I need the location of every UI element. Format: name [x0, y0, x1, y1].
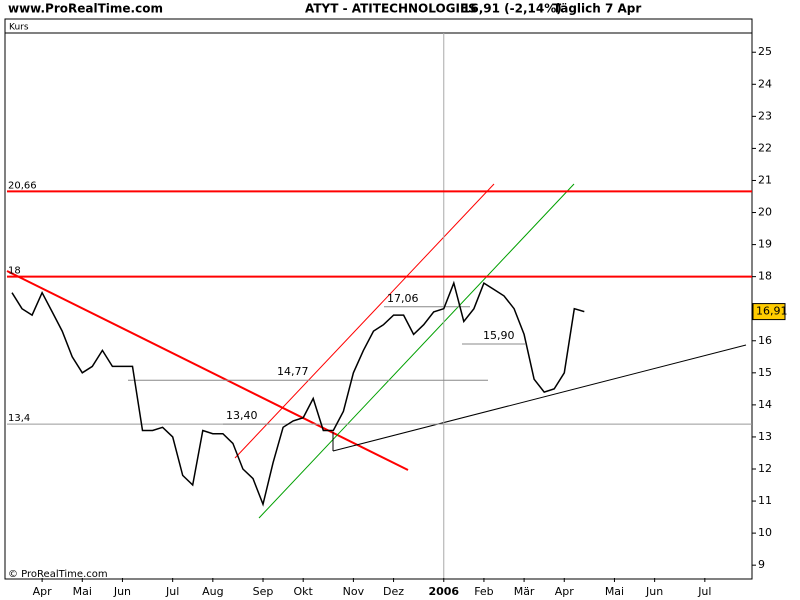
y-tick-label: 18 — [758, 270, 772, 283]
x-tick-label: 2006 — [428, 585, 459, 598]
y-tick-label: 23 — [758, 109, 772, 122]
trend-line — [6, 270, 409, 471]
support-line — [332, 344, 747, 452]
level-label: 14,77 — [277, 365, 309, 378]
y-tick-label: 19 — [758, 238, 772, 251]
channel-line — [234, 183, 495, 459]
footer: © ProRealTime.com — [8, 569, 108, 580]
x-tick-label: Mai — [605, 585, 624, 598]
x-tick-label: Jul — [697, 585, 711, 598]
x-tick-label: Aug — [202, 585, 223, 598]
level-label: 13,40 — [226, 409, 258, 422]
horizontal-line-label: 20,66 — [8, 180, 37, 191]
y-tick-label: 12 — [758, 462, 772, 475]
y-tick-label: 14 — [758, 398, 772, 411]
period: Täglich 7 Apr — [553, 2, 641, 16]
price-line — [11, 280, 585, 507]
y-tick-label: 22 — [758, 141, 772, 154]
y-tick-label: 25 — [758, 45, 772, 58]
y-tick-label: 13 — [758, 430, 772, 443]
x-tick-label: Jul — [165, 585, 179, 598]
x-tick-label: Mär — [514, 585, 535, 598]
panel-label: Kurs — [9, 23, 29, 33]
level-label: 15,90 — [483, 329, 515, 342]
y-tick-label: 20 — [758, 206, 772, 219]
y-tick-label: 16 — [758, 334, 772, 347]
horizontal-line-label: 18 — [8, 266, 21, 277]
level-label: 17,06 — [387, 292, 419, 305]
symbol: ATYT - ATITECHNOLOGIES — [305, 2, 477, 16]
quote: 16,91 (-2,14%) — [462, 2, 562, 16]
last-price-label: 16,91 — [756, 305, 788, 318]
y-tick-label: 11 — [758, 494, 772, 507]
plot-frame — [4, 18, 753, 580]
y-tick-label: 21 — [758, 173, 772, 186]
last-price-box — [752, 303, 786, 321]
y-tick-label: 24 — [758, 77, 772, 90]
y-tick-label: 10 — [758, 526, 772, 539]
x-tick-label: Dez — [383, 585, 404, 598]
x-tick-label: Sep — [253, 585, 274, 598]
x-tick-label: Feb — [474, 585, 493, 598]
x-tick-label: Nov — [343, 585, 365, 598]
x-tick-label: Apr — [555, 585, 575, 598]
channel-line — [258, 183, 575, 519]
x-tick-label: Okt — [294, 585, 314, 598]
x-tick-label: Apr — [33, 585, 53, 598]
x-tick-label: Jun — [645, 585, 663, 598]
horizontal-line-label: 13,4 — [8, 413, 30, 424]
x-tick-label: Jun — [113, 585, 131, 598]
site: www.ProRealTime.com — [8, 2, 163, 16]
y-tick-label: 9 — [758, 558, 765, 571]
y-tick-label: 15 — [758, 366, 772, 379]
x-tick-label: Mai — [73, 585, 92, 598]
